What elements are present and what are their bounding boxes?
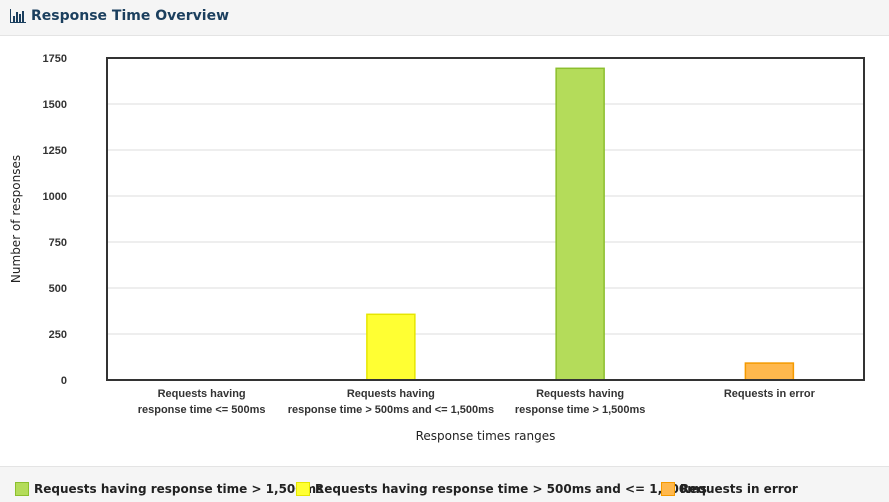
legend-swatch	[296, 482, 310, 496]
y-tick-label: 1250	[43, 145, 67, 157]
legend-item-over-1500[interactable]: Requests having response time > 1,500ms	[15, 481, 323, 497]
y-tick-label: 1000	[43, 191, 67, 203]
legend-swatch	[661, 482, 675, 496]
x-tick-label: Requests having response time > 500ms and…	[288, 388, 494, 416]
bar[interactable]	[366, 313, 416, 381]
y-tick-label: 0	[61, 375, 67, 387]
x-tick-label: Requests having response time > 1,500ms	[515, 388, 646, 416]
y-axis-title: Number of responses	[9, 155, 23, 283]
bar[interactable]	[744, 362, 795, 381]
legend-label: Requests having response time > 500ms an…	[315, 482, 707, 496]
legend-item-500-1500[interactable]: Requests having response time > 500ms an…	[296, 481, 707, 497]
chart-title: Response Time Overview	[31, 8, 230, 24]
legend-swatch	[15, 482, 29, 496]
bar-chart: 0 250 500 750 1000 1250 1500 1750 Requests havi…	[9, 53, 865, 443]
x-axis-title: Response times ranges	[416, 429, 556, 443]
legend-label: Requests having response time > 1,500ms	[34, 482, 324, 496]
y-tick-label: 1500	[43, 99, 67, 111]
bar[interactable]	[555, 67, 605, 381]
legend-label: Requests in error	[680, 482, 798, 496]
x-tick-label: Requests in error	[724, 388, 816, 400]
plot-frame	[106, 57, 865, 381]
y-tick-label: 750	[49, 237, 67, 249]
bar-chart-icon	[10, 9, 26, 23]
x-tick-label: Requests having response time <= 500ms	[138, 388, 266, 416]
y-tick-label: 1750	[43, 53, 67, 65]
y-tick-label: 500	[49, 283, 67, 295]
chart-legend: Requests having response time > 1,500ms …	[0, 466, 889, 502]
chart-header: Response Time Overview	[0, 0, 889, 36]
legend-item-error[interactable]: Requests in error	[661, 481, 798, 497]
y-tick-label: 250	[49, 329, 67, 341]
